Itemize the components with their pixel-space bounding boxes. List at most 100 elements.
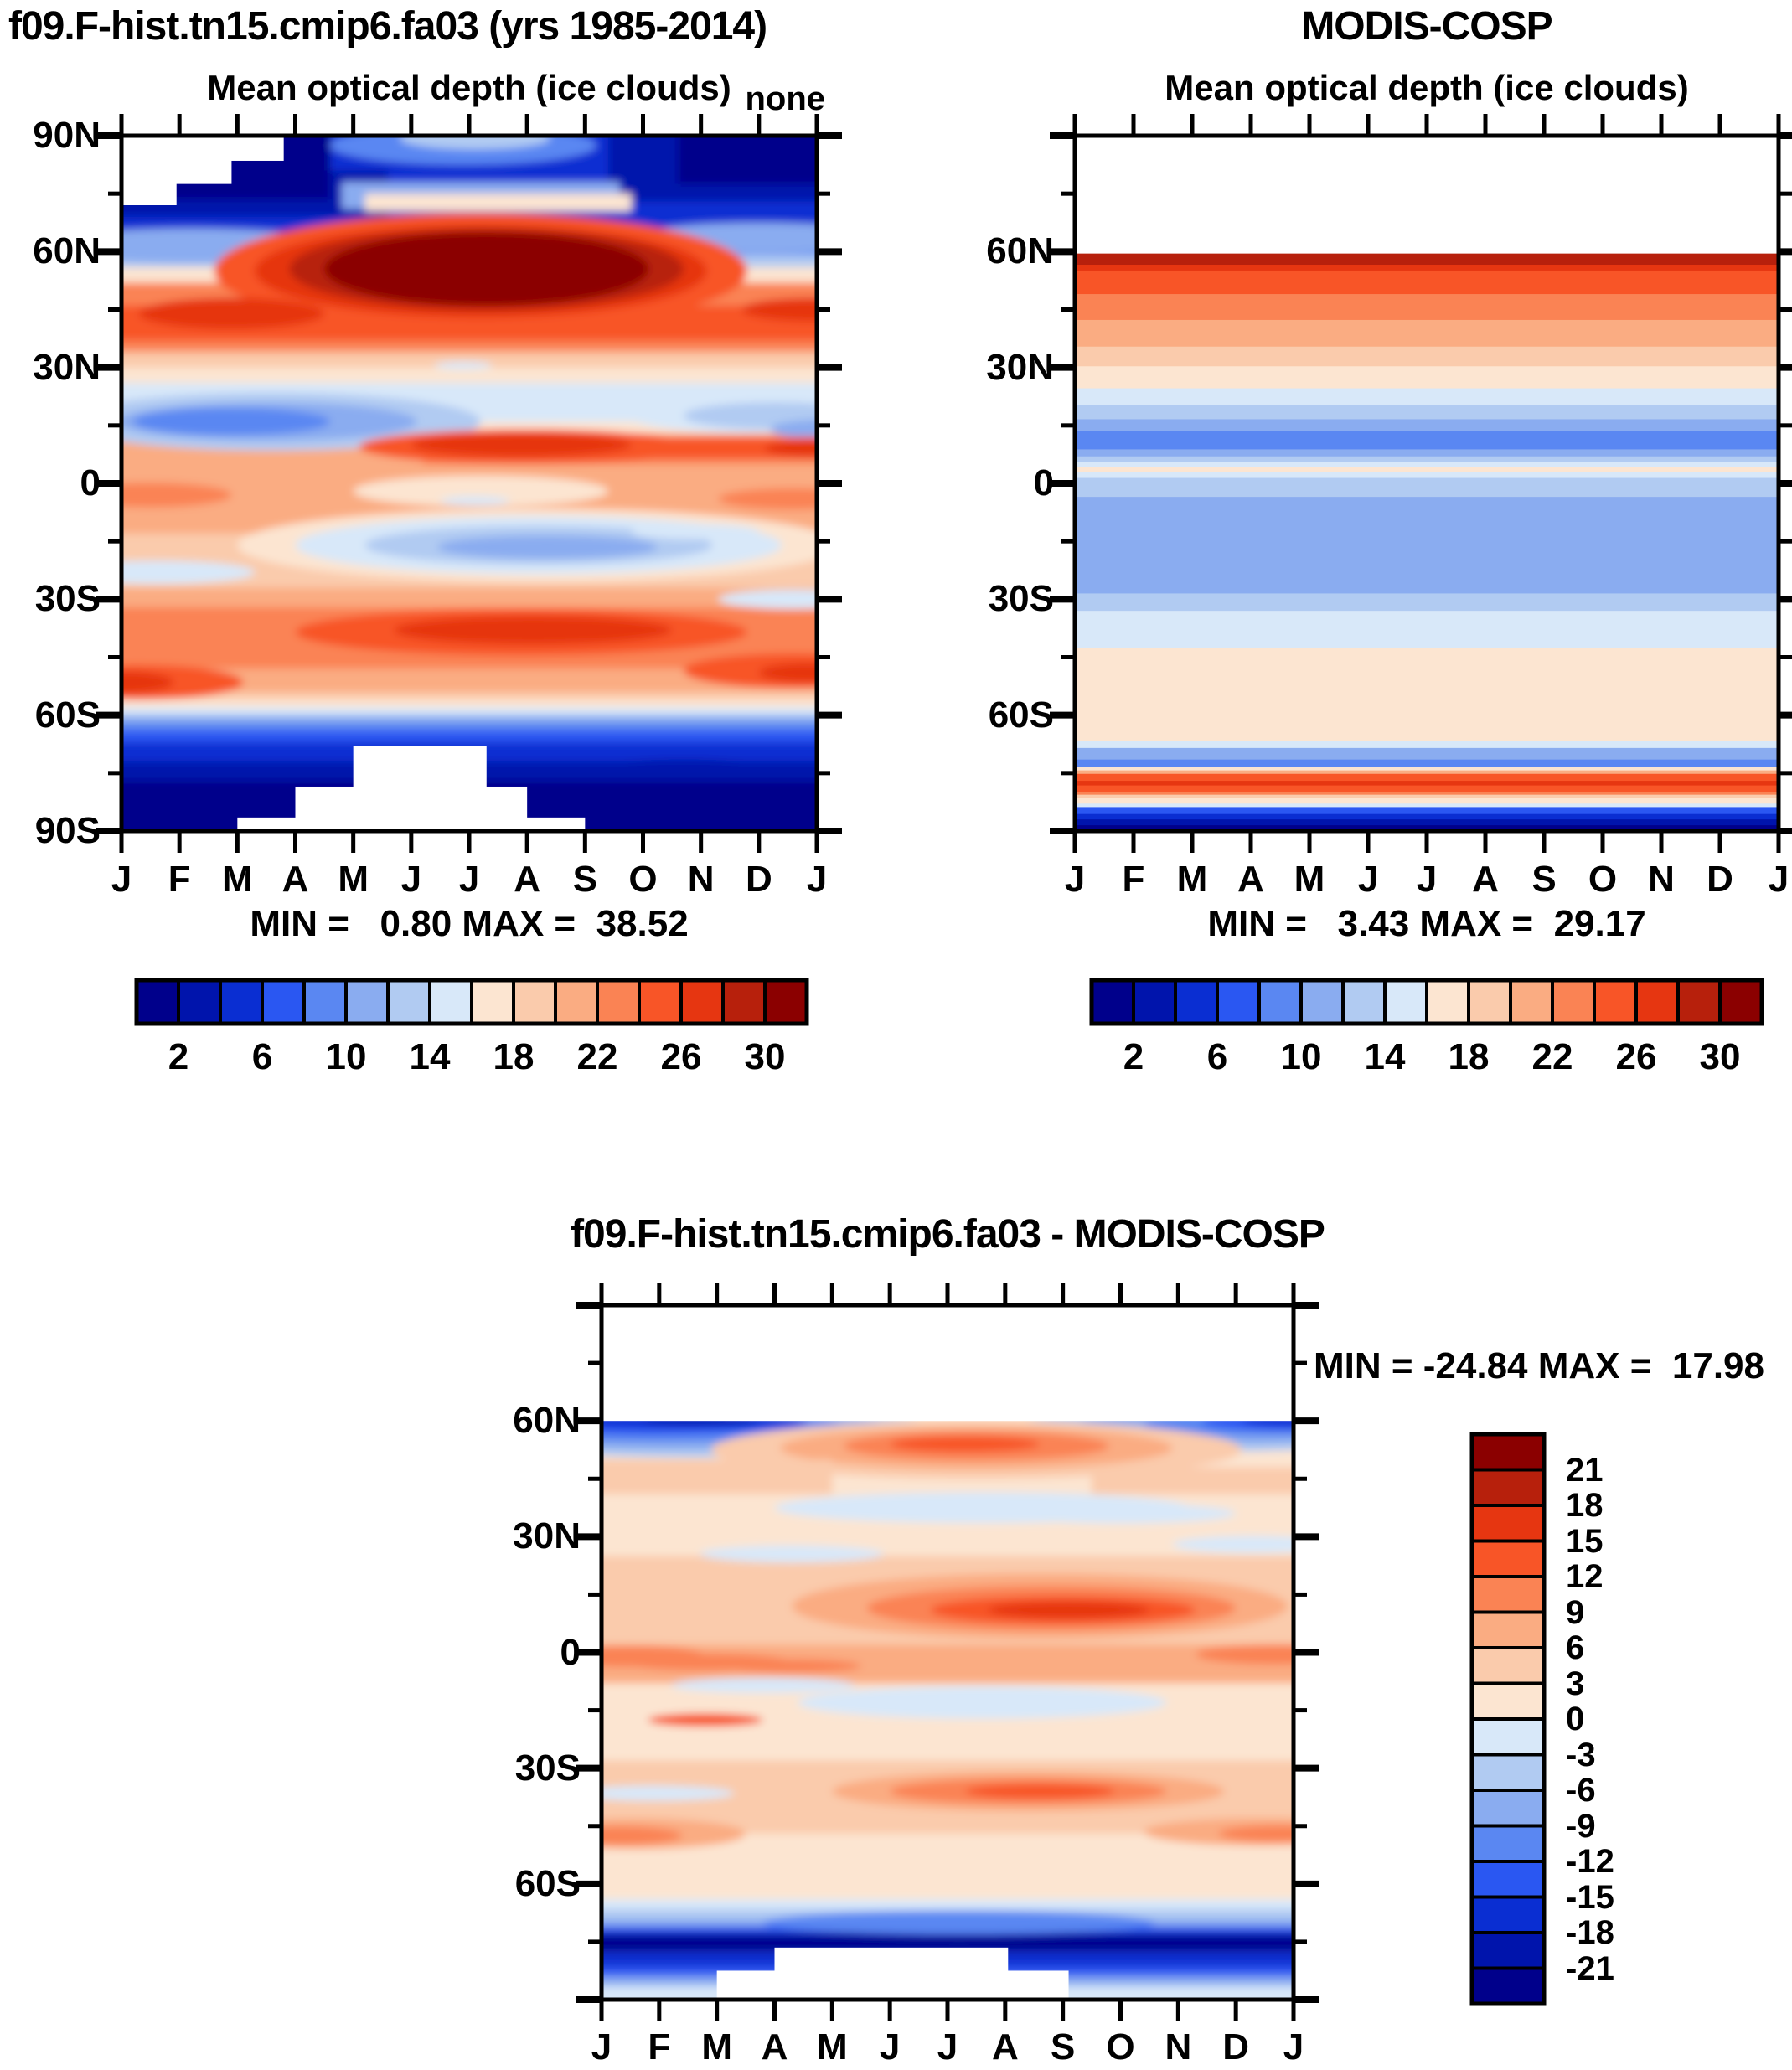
model-lat-tick-label: 90N (33, 115, 101, 156)
obs-colorbar-tick-label: 18 (1448, 1036, 1490, 1077)
diff-minmax-label: MIN = -24.84 MAX = 17.98 (1313, 1345, 1765, 1386)
model-month-tick-label: J (111, 859, 132, 900)
obs-month-tick-label: S (1531, 859, 1557, 900)
obs-month-tick-label: O (1588, 859, 1618, 900)
diff-lat-tick-label: 0 (560, 1631, 581, 1673)
model-colorbar-tick-label: 14 (409, 1036, 451, 1077)
diff-month-tick-label: D (1222, 2026, 1250, 2067)
diff-colorbar-tick-label: 6 (1566, 1629, 1585, 1666)
obs-lat-tick-label: 0 (1033, 462, 1054, 503)
diff-colorbar-tick-label: -9 (1566, 1807, 1596, 1845)
model-colorbar (134, 978, 809, 1026)
model-colorbar-tick-label: 30 (744, 1036, 786, 1077)
diff-colorbar-tick-label: -15 (1566, 1878, 1614, 1916)
obs-colorbar (1089, 978, 1764, 1026)
obs-month-tick-label: M (1176, 859, 1208, 900)
no-data-region (353, 746, 487, 831)
obs-month-tick-label: A (1472, 859, 1499, 900)
diff-colorbar-tick-label: -3 (1566, 1736, 1596, 1773)
model-month-tick-label: M (222, 859, 253, 900)
obs-month-tick-label: J (1064, 859, 1086, 900)
obs-contour-field (1075, 136, 1779, 831)
diff-colorbar-tick-label: 3 (1566, 1665, 1585, 1702)
obs-colorbar-tick-label: 22 (1531, 1036, 1573, 1077)
diff-lat-tick-label: 30N (513, 1515, 581, 1557)
diff-colorbar-tick-label: -12 (1566, 1843, 1614, 1880)
obs-colorbar-tick-label: 30 (1699, 1036, 1741, 1077)
model-contour-field (121, 136, 817, 831)
diff-colorbar (1469, 1432, 1547, 2006)
plot-frame-obs (1050, 114, 1792, 853)
model-month-tick-label: D (745, 859, 772, 900)
model-lat-tick-label: 60S (34, 694, 101, 736)
diff-month-tick-label: N (1165, 2026, 1192, 2067)
model-month-tick-label: A (514, 859, 541, 900)
diff-month-tick-label: A (761, 2026, 788, 2067)
obs-colorbar-tick-label: 26 (1615, 1036, 1657, 1077)
diff-colorbar-tick-label: 21 (1566, 1451, 1604, 1489)
model-lat-tick-label: 30N (33, 346, 101, 388)
obs-month-tick-label: J (1416, 859, 1438, 900)
model-lat-tick-label: 90S (34, 810, 101, 851)
diff-colorbar-tick-label: -18 (1566, 1914, 1614, 1951)
obs-month-tick-label: N (1648, 859, 1675, 900)
model-month-tick-label: J (400, 859, 422, 900)
diff-colorbar-tick-label: 15 (1566, 1522, 1604, 1560)
model-month-tick-label: F (168, 859, 191, 900)
plot-frame-model (96, 114, 842, 853)
obs-month-tick-label: F (1122, 859, 1145, 900)
model-month-tick-label: S (572, 859, 597, 900)
obs-month-tick-label: D (1707, 859, 1733, 900)
obs-colorbar-tick-label: 6 (1206, 1036, 1228, 1077)
diff-month-tick-label: J (879, 2026, 901, 2067)
model-units-label: none (745, 80, 825, 117)
model-colorbar-tick-label: 22 (576, 1036, 618, 1077)
diff-month-tick-label: M (817, 2026, 848, 2067)
no-data-region (716, 1970, 1069, 2000)
obs-lat-tick-label: 60S (988, 694, 1054, 736)
diff-month-tick-label: J (1283, 2026, 1304, 2067)
obs-month-tick-label: J (1768, 859, 1789, 900)
obs-lat-tick-label: 30N (986, 346, 1054, 388)
diff-month-tick-label: J (591, 2026, 612, 2067)
diff-colorbar-tick-label: -21 (1566, 1949, 1614, 1987)
model-month-tick-label: O (628, 859, 658, 900)
diff-month-tick-label: M (701, 2026, 732, 2067)
diff-colorbar-tick-label: -6 (1566, 1772, 1596, 1809)
diff-colorbar-tick-label: 9 (1566, 1593, 1585, 1631)
obs-lat-tick-label: 60N (986, 230, 1054, 272)
diff-lat-tick-label: 60N (513, 1400, 581, 1442)
model-title: f09.F-hist.tn15.cmip6.fa03 (yrs 1985-201… (8, 4, 767, 49)
obs-colorbar-tick-label: 10 (1280, 1036, 1322, 1077)
no-data-region (602, 1305, 1294, 1422)
diff-lat-tick-label: 60S (514, 1862, 581, 1904)
obs-colorbar-tick-label: 14 (1364, 1036, 1406, 1077)
model-lat-tick-label: 0 (80, 462, 101, 503)
model-lat-tick-label: 60N (33, 230, 101, 272)
model-month-tick-label: M (338, 859, 369, 900)
diff-title: f09.F-hist.tn15.cmip6.fa03 - MODIS-COSP (571, 1212, 1325, 1257)
model-month-tick-label: J (458, 859, 480, 900)
model-colorbar-tick-label: 6 (251, 1036, 273, 1077)
diff-colorbar-tick-label: 0 (1566, 1701, 1585, 1737)
diff-colorbar-tick-label: 18 (1566, 1487, 1604, 1524)
diff-month-tick-label: F (648, 2026, 671, 2067)
diff-lat-tick-label: 30S (514, 1747, 581, 1789)
model-minmax-label: MIN = 0.80 MAX = 38.52 (250, 903, 689, 944)
obs-colorbar-tick-label: 2 (1123, 1036, 1144, 1077)
model-subtitle: Mean optical depth (ice clouds) (207, 68, 731, 107)
obs-title: MODIS-COSP (1301, 4, 1552, 49)
diff-contour-field (602, 1305, 1294, 2000)
obs-month-tick-label: A (1237, 859, 1264, 900)
model-month-tick-label: J (806, 859, 828, 900)
model-month-tick-label: A (281, 859, 309, 900)
model-colorbar-tick-label: 26 (660, 1036, 702, 1077)
no-data-region (121, 136, 177, 205)
plot-frame-diff (576, 1283, 1319, 2021)
diff-month-tick-label: J (937, 2026, 958, 2067)
diff-month-tick-label: S (1050, 2026, 1076, 2067)
diff-colorbar-tick-label: 12 (1566, 1558, 1604, 1595)
obs-lat-tick-label: 30S (988, 578, 1054, 620)
model-month-tick-label: N (687, 859, 715, 900)
